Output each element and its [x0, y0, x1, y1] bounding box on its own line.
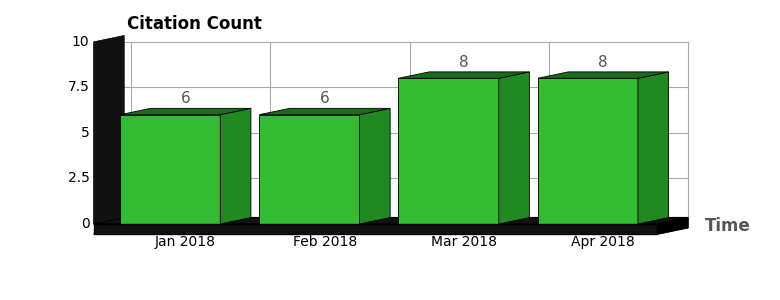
Text: 5: 5	[80, 126, 90, 140]
Polygon shape	[537, 78, 638, 224]
Polygon shape	[94, 218, 688, 224]
Polygon shape	[220, 108, 251, 224]
Text: Time: Time	[705, 217, 750, 235]
Text: Citation Count: Citation Count	[127, 15, 262, 33]
Polygon shape	[94, 35, 124, 224]
Polygon shape	[537, 72, 668, 78]
Text: Feb 2018: Feb 2018	[292, 235, 356, 249]
Text: 6: 6	[181, 91, 190, 106]
Polygon shape	[94, 228, 688, 234]
Polygon shape	[120, 115, 220, 224]
Polygon shape	[658, 218, 688, 234]
Text: 7.5: 7.5	[68, 80, 90, 94]
Text: Apr 2018: Apr 2018	[571, 235, 635, 249]
Polygon shape	[259, 108, 390, 115]
Polygon shape	[94, 224, 658, 234]
Polygon shape	[120, 108, 251, 115]
Text: 0: 0	[80, 217, 90, 231]
Polygon shape	[399, 72, 530, 78]
Text: Mar 2018: Mar 2018	[431, 235, 497, 249]
Text: 8: 8	[459, 55, 469, 70]
Text: 8: 8	[598, 55, 608, 70]
Polygon shape	[399, 78, 498, 224]
Polygon shape	[259, 115, 360, 224]
Text: 10: 10	[72, 35, 90, 49]
Text: Jan 2018: Jan 2018	[155, 235, 216, 249]
Polygon shape	[498, 72, 530, 224]
Text: 2.5: 2.5	[68, 171, 90, 185]
Text: 6: 6	[320, 91, 330, 106]
Polygon shape	[360, 108, 390, 224]
Polygon shape	[638, 72, 668, 224]
